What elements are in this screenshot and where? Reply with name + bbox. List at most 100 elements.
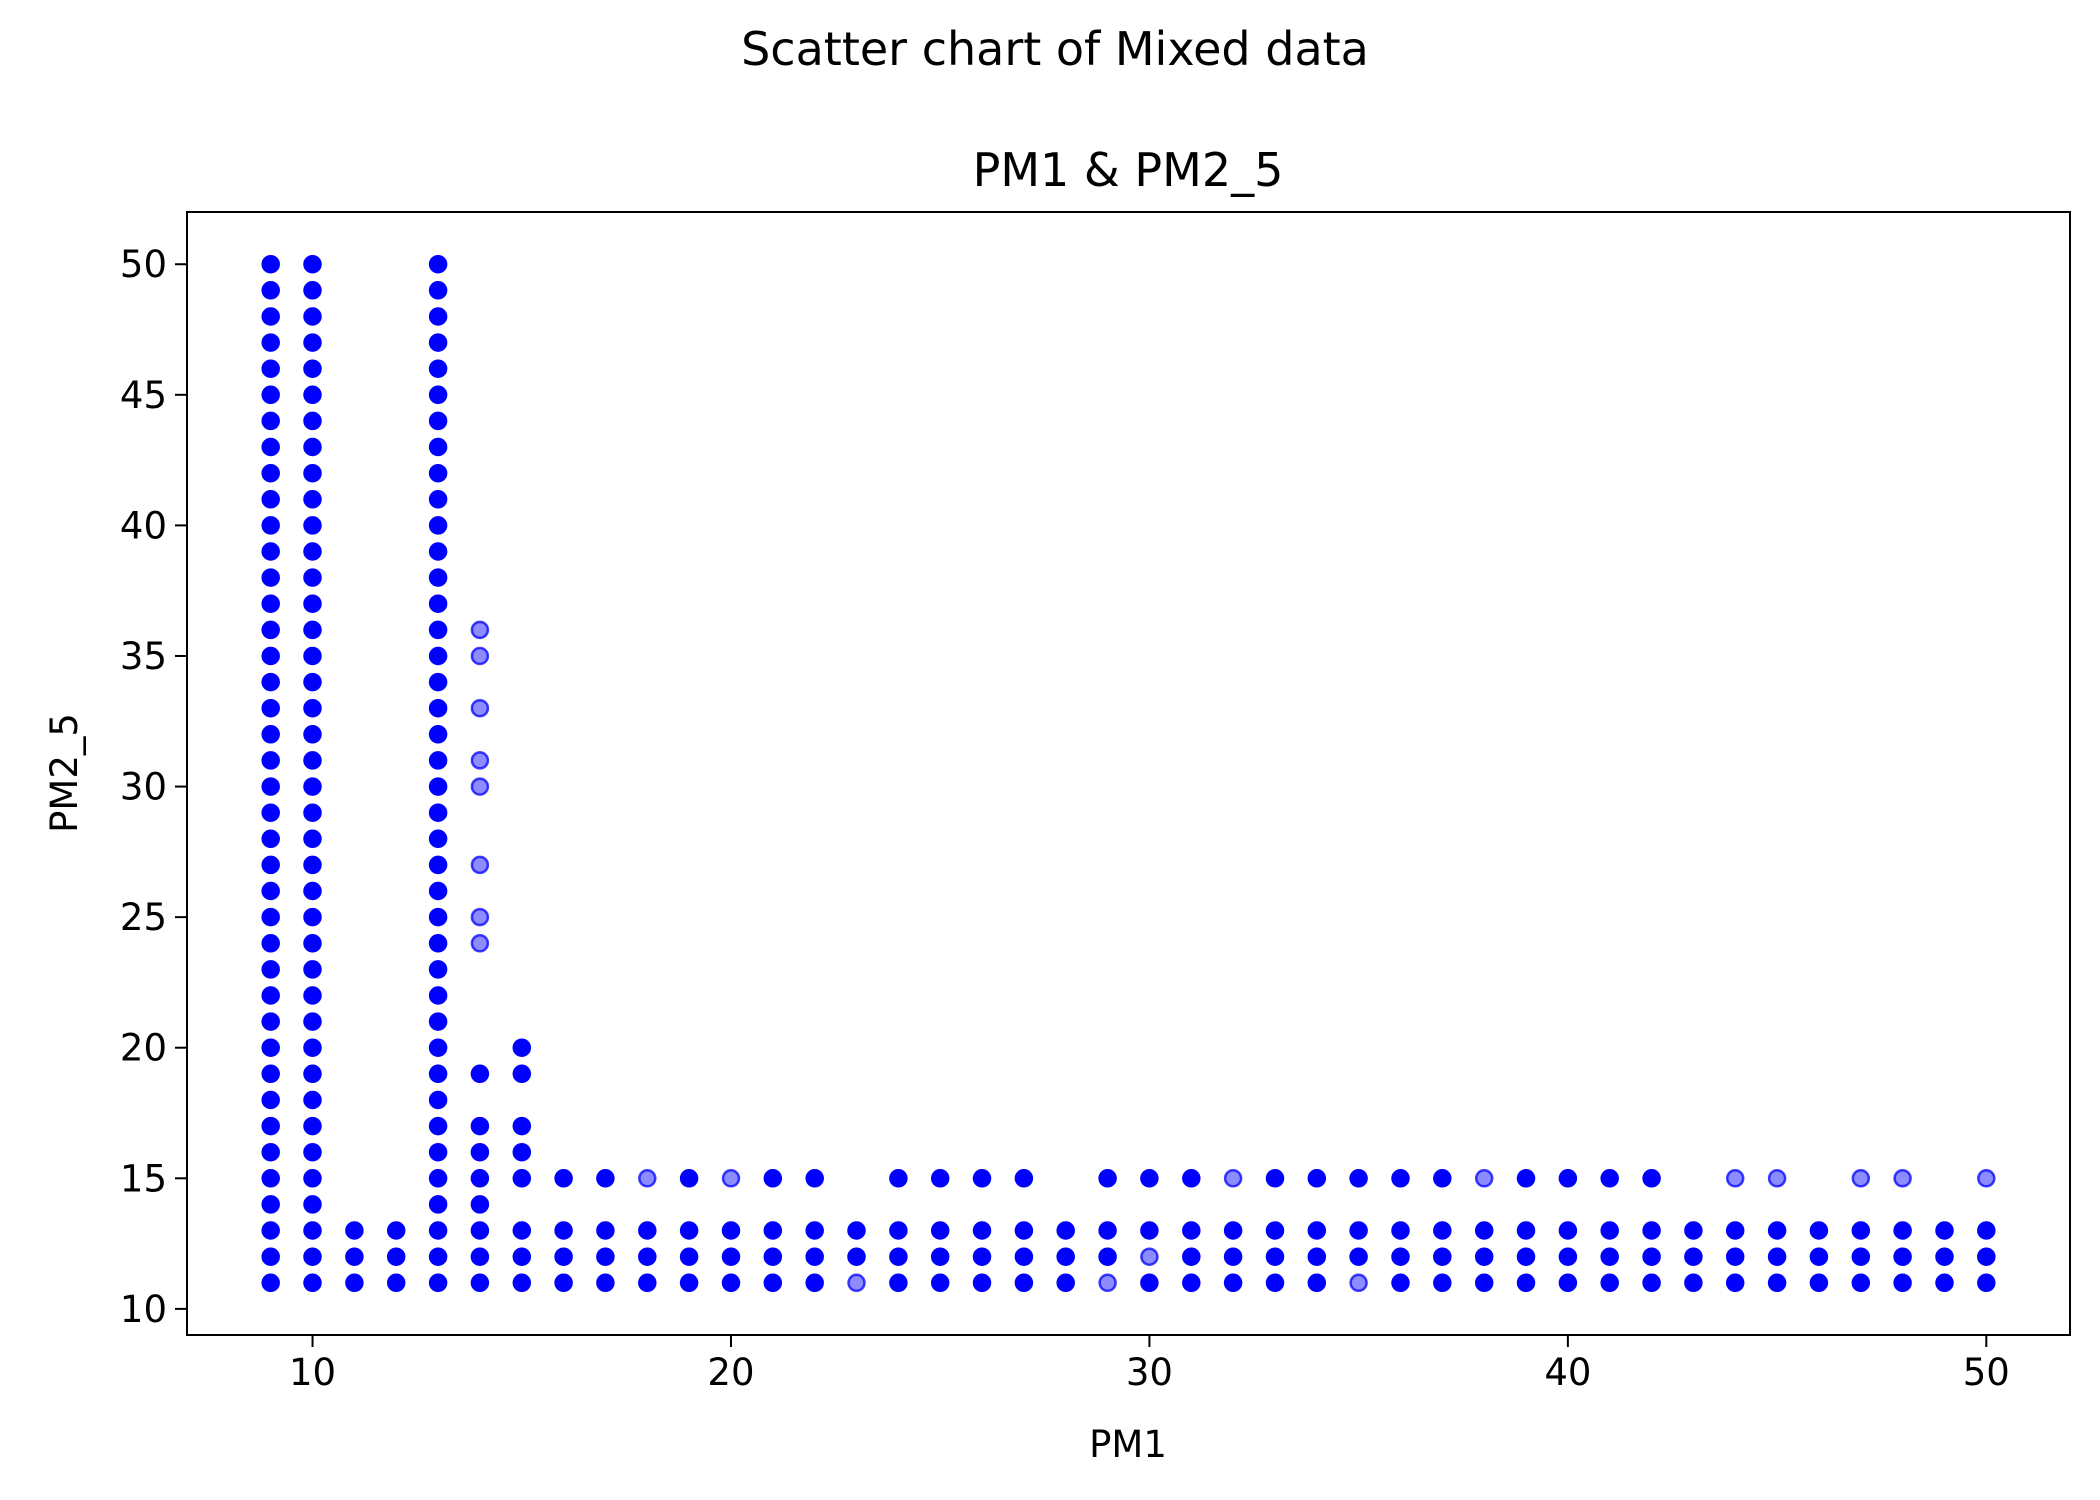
scatter-point xyxy=(261,803,280,822)
scatter-point xyxy=(889,1169,908,1188)
scatter-point xyxy=(303,1012,322,1031)
scatter-point xyxy=(345,1247,364,1266)
scatter-point xyxy=(1516,1247,1536,1266)
scatter-point xyxy=(1433,1169,1452,1188)
y-tick-label: 10 xyxy=(120,1288,167,1331)
scatter-point xyxy=(303,986,322,1005)
scatter-point xyxy=(1516,1273,1536,1293)
scatter-point xyxy=(261,568,280,587)
scatter-point xyxy=(261,1038,280,1057)
scatter-point xyxy=(1140,1247,1159,1266)
x-axis-label: PM1 xyxy=(1089,1423,1167,1466)
scatter-point xyxy=(428,437,448,457)
scatter-point xyxy=(303,672,322,692)
scatter-point xyxy=(345,1221,364,1240)
x-tick-label: 40 xyxy=(1544,1351,1591,1394)
scatter-point xyxy=(261,281,280,300)
scatter-point xyxy=(1391,1169,1410,1188)
scatter-point xyxy=(303,437,322,457)
scatter-point xyxy=(303,934,322,953)
scatter-point xyxy=(261,646,280,666)
scatter-point xyxy=(428,1012,448,1031)
scatter-point xyxy=(1349,1247,1368,1266)
scatter-point xyxy=(1767,1169,1787,1188)
scatter-point xyxy=(1977,1247,1996,1266)
scatter-point xyxy=(470,1247,490,1266)
scatter-point xyxy=(1893,1247,1912,1266)
figure-suptitle: Scatter chart of Mixed data xyxy=(741,22,1369,76)
scatter-point xyxy=(554,1273,573,1293)
scatter-point xyxy=(428,725,448,744)
scatter-point xyxy=(303,542,322,561)
scatter-point xyxy=(261,725,280,744)
scatter-point xyxy=(303,960,322,979)
scatter-point xyxy=(1725,1169,1745,1188)
scatter-point xyxy=(470,1142,490,1162)
scatter-point xyxy=(303,751,322,770)
scatter-point xyxy=(1851,1273,1871,1293)
scatter-point xyxy=(1725,1221,1745,1240)
scatter-point xyxy=(847,1221,866,1240)
scatter-point xyxy=(261,254,280,274)
scatter-point xyxy=(261,1273,280,1293)
scatter-point xyxy=(303,1169,322,1188)
scatter-point xyxy=(1014,1273,1034,1293)
scatter-point xyxy=(303,1221,322,1240)
scatter-point xyxy=(1265,1169,1285,1188)
scatter-point xyxy=(470,1064,490,1084)
scatter-point xyxy=(470,1221,490,1240)
scatter-point xyxy=(261,516,280,535)
scatter-point xyxy=(679,1169,699,1188)
scatter-point xyxy=(303,1090,322,1110)
scatter-point xyxy=(889,1221,908,1240)
scatter-point xyxy=(1767,1247,1787,1266)
scatter-point xyxy=(428,1221,448,1240)
x-tick-label: 50 xyxy=(1963,1351,2010,1394)
scatter-point xyxy=(554,1221,573,1240)
scatter-point xyxy=(261,1169,280,1188)
scatter-point xyxy=(1893,1273,1912,1293)
scatter-point xyxy=(261,1012,280,1031)
scatter-point xyxy=(721,1247,741,1266)
scatter-point xyxy=(261,385,280,405)
scatter-point xyxy=(428,1116,448,1136)
scatter-point xyxy=(303,725,322,744)
scatter-point xyxy=(1977,1221,1996,1240)
scatter-point xyxy=(261,777,280,796)
scatter-point xyxy=(428,1038,448,1057)
scatter-point xyxy=(428,1195,448,1214)
scatter-point xyxy=(1307,1221,1327,1240)
scatter-point xyxy=(1684,1221,1703,1240)
scatter-point xyxy=(721,1221,741,1240)
scatter-point xyxy=(261,1142,280,1162)
scatter-point xyxy=(1558,1221,1578,1240)
scatter-point xyxy=(470,855,490,875)
scatter-point xyxy=(679,1221,699,1240)
scatter-point xyxy=(1433,1273,1452,1293)
scatter-point xyxy=(428,594,448,613)
x-tick-label: 10 xyxy=(289,1351,336,1394)
scatter-point xyxy=(428,1090,448,1110)
scatter-point xyxy=(1182,1273,1201,1293)
scatter-point xyxy=(428,516,448,535)
scatter-point xyxy=(261,1116,280,1136)
scatter-point xyxy=(428,1064,448,1084)
scatter-point xyxy=(303,281,322,300)
x-tick-label: 20 xyxy=(707,1351,754,1394)
scatter-point xyxy=(889,1247,908,1266)
scatter-point xyxy=(428,620,448,640)
scatter-point xyxy=(721,1169,741,1188)
scatter-point xyxy=(1391,1247,1410,1266)
scatter-point xyxy=(428,751,448,770)
scatter-point xyxy=(303,646,322,666)
scatter-point xyxy=(428,542,448,561)
scatter-point xyxy=(1265,1221,1285,1240)
scatter-point xyxy=(261,307,280,326)
scatter-point xyxy=(1600,1247,1619,1266)
scatter-point xyxy=(303,777,322,796)
y-tick-label: 45 xyxy=(120,374,167,417)
scatter-point xyxy=(261,620,280,640)
scatter-point xyxy=(261,490,280,509)
scatter-point xyxy=(1935,1247,1954,1266)
scatter-point xyxy=(261,359,280,378)
